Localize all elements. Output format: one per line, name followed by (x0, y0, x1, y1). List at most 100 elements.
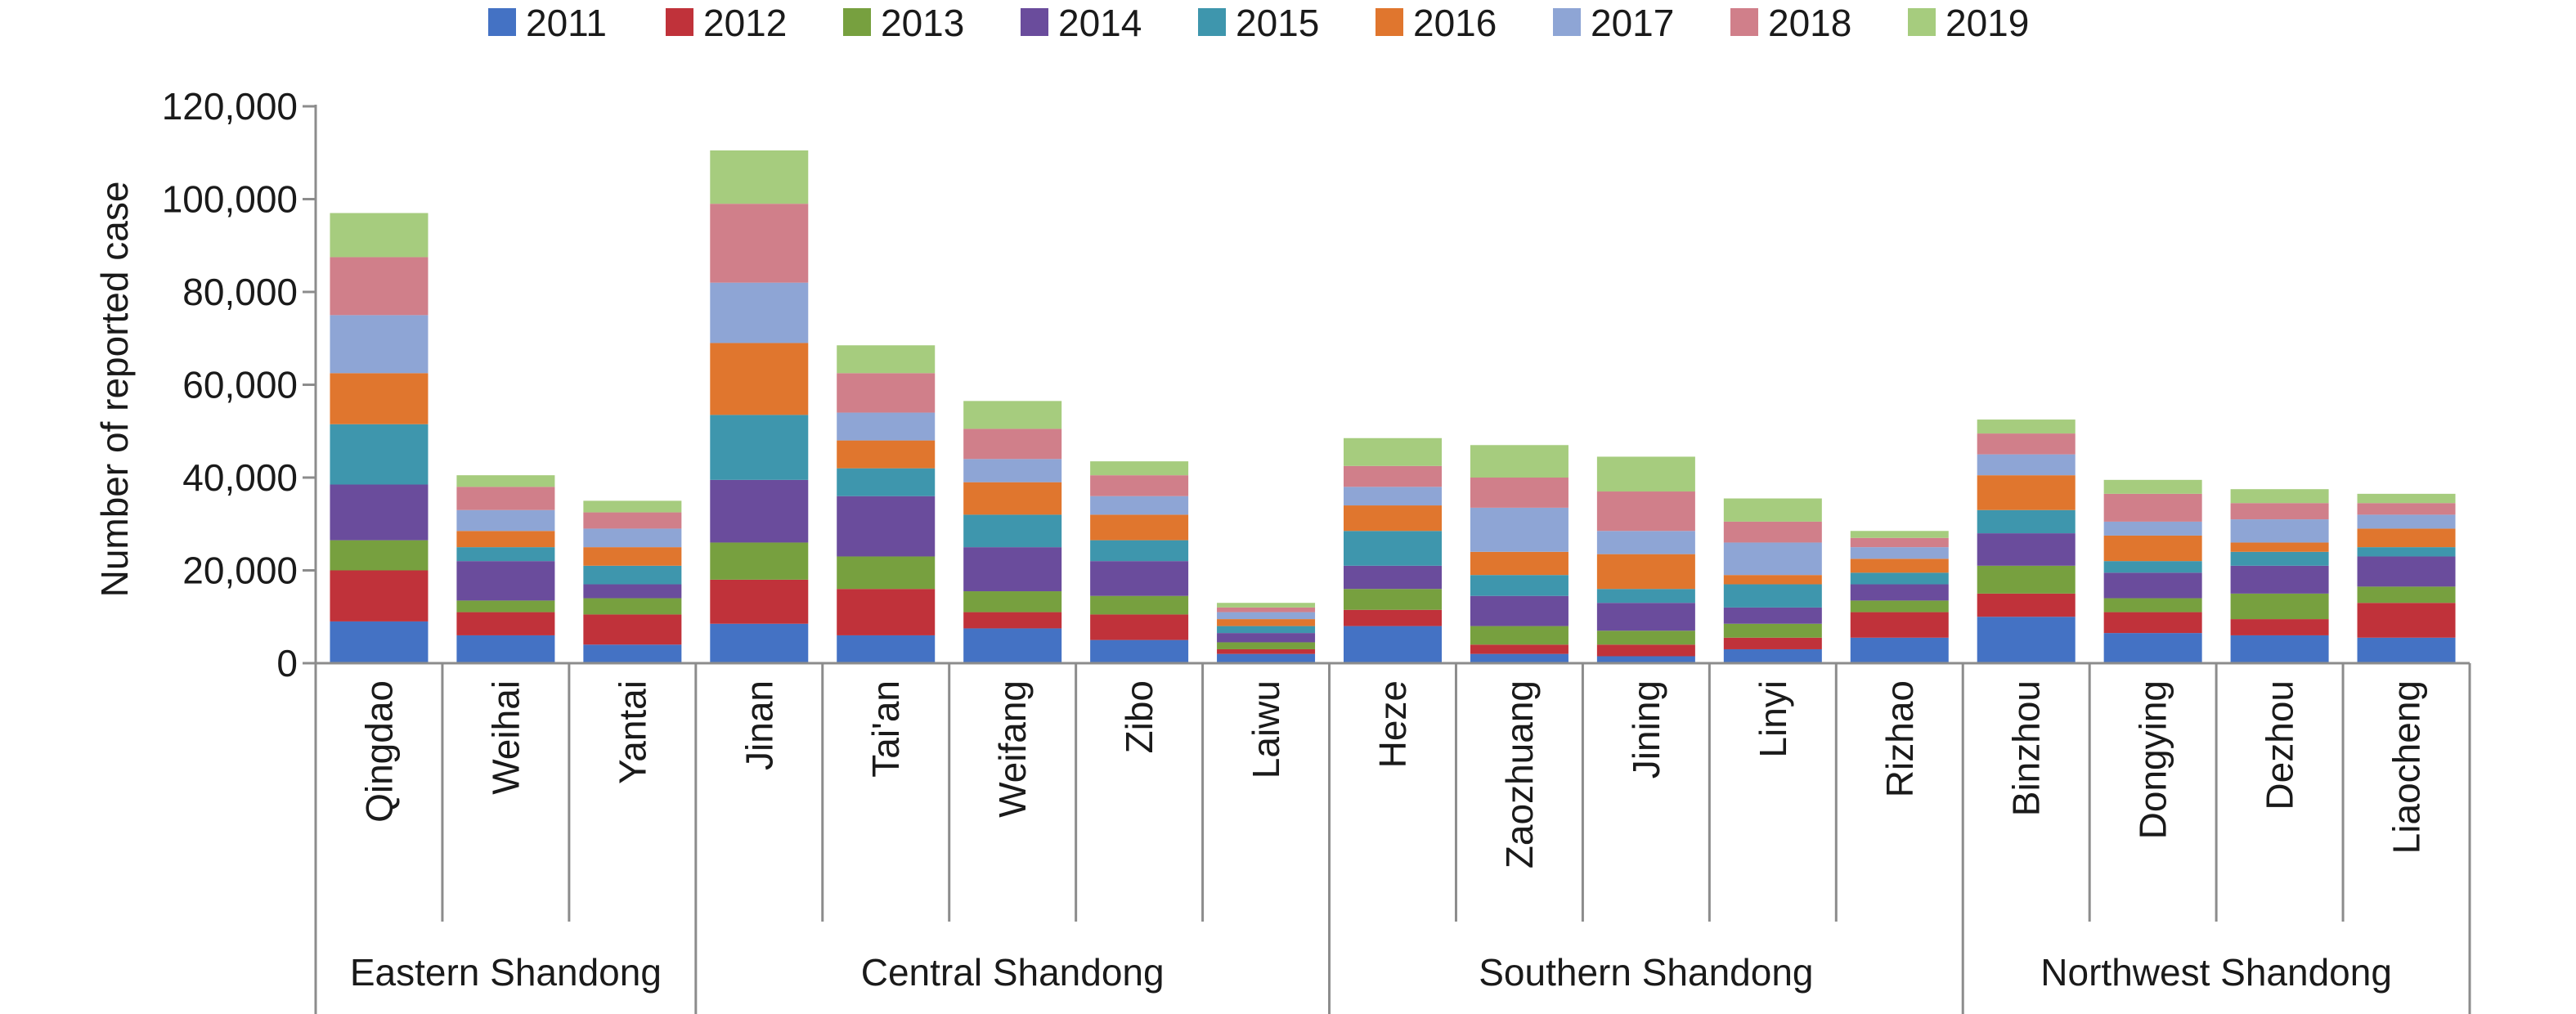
bar-segment-zibo-2019 (1090, 461, 1189, 476)
legend: 2011 2012 2013 2014 2015 2016 2017 2018 2019 (488, 2, 2029, 44)
bar-segment-zaozhuang-2019 (1470, 445, 1568, 478)
bar-segment-linyi-2011 (1723, 648, 1822, 663)
bar-segment-jinan-2015 (710, 415, 809, 480)
axes (303, 105, 2471, 1014)
bar-segment-zibo-2014 (1090, 561, 1189, 596)
bar-segment-dongying-2011 (2103, 633, 2202, 663)
category-label: Heze (1371, 680, 1414, 768)
bar-segment-dongying-2018 (2103, 493, 2202, 522)
bar-segment-rizhao-2014 (1850, 584, 1949, 601)
bar-segment-liaocheng-2015 (2357, 547, 2456, 557)
bar-segment-heze-2012 (1344, 609, 1442, 626)
bar-segment-weifang-2012 (963, 612, 1062, 629)
bar-segment-heze-2017 (1344, 487, 1442, 506)
bar-segment-binzhou-2013 (1977, 565, 2076, 594)
y-tick-label: 60,000 (182, 364, 298, 406)
bar-segment-heze-2016 (1344, 505, 1442, 532)
bar-segment-weihai-2011 (456, 635, 555, 663)
bar-segment-yantai-2015 (583, 565, 682, 585)
bar-segment-dezhou-2017 (2230, 519, 2329, 543)
legend-label-2014: 2014 (1058, 2, 1142, 44)
bar-segment-weifang-2011 (963, 628, 1062, 663)
bar-segment-yantai-2014 (583, 584, 682, 599)
group-label: Northwest Shandong (2040, 951, 2392, 994)
bar-segment-zaozhuang-2011 (1470, 653, 1568, 663)
bar-segment-heze-2015 (1344, 531, 1442, 566)
bar-segment-jinan-2012 (710, 579, 809, 624)
legend-swatch-2011 (488, 8, 516, 36)
category-labels: Qingdao Weihai Yantai Jinan Tai'an Weifang Zib… (357, 680, 2427, 868)
bar-segment-laiwu-2016 (1217, 619, 1316, 626)
bar-segment-qingdao-2019 (330, 213, 429, 258)
bar-segment-zibo-2012 (1090, 614, 1189, 640)
bar-segment-zaozhuang-2018 (1470, 478, 1568, 508)
category-label: Linyi (1752, 680, 1794, 758)
bar-segment-weihai-2015 (456, 547, 555, 562)
group-label: Southern Shandong (1479, 951, 1813, 994)
bar-segment-rizhao-2017 (1850, 547, 1949, 559)
bar-segment-yantai-2019 (583, 500, 682, 513)
y-tick-label: 120,000 (162, 85, 298, 128)
bar-segment-weihai-2013 (456, 600, 555, 612)
bar-segment-binzhou-2017 (1977, 454, 2076, 476)
bar-segment-laiwu-2019 (1217, 603, 1316, 608)
bar-segment-weifang-2015 (963, 514, 1062, 548)
bar-segment-linyi-2013 (1723, 623, 1822, 638)
bar-segment-zaozhuang-2016 (1470, 551, 1568, 576)
legend-label-2019: 2019 (1945, 2, 2029, 44)
category-label: Laiwu (1245, 680, 1287, 778)
bar-segment-taian-2015 (837, 468, 936, 496)
bar-segment-yantai-2017 (583, 528, 682, 548)
bar-segment-dongying-2015 (2103, 561, 2202, 573)
bar-segment-dongying-2017 (2103, 521, 2202, 536)
bar-segment-qingdao-2017 (330, 315, 429, 374)
bar-segment-heze-2018 (1344, 465, 1442, 487)
bar-segment-linyi-2016 (1723, 575, 1822, 585)
bar-segment-binzhou-2015 (1977, 509, 2076, 534)
bar-segment-binzhou-2018 (1977, 433, 2076, 455)
y-tick-label: 80,000 (182, 271, 298, 313)
bar-segment-dezhou-2015 (2230, 551, 2329, 566)
legend-label-2015: 2015 (1236, 2, 1319, 44)
bar-segment-rizhao-2019 (1850, 531, 1949, 538)
legend-swatch-2013 (843, 8, 871, 36)
bar-segment-jining-2018 (1596, 491, 1695, 532)
legend-swatch-2016 (1376, 8, 1403, 36)
bar-segment-dezhou-2019 (2230, 489, 2329, 504)
bar-segment-jining-2016 (1596, 554, 1695, 590)
category-label: Liaocheng (2385, 680, 2428, 854)
category-label: Binzhou (2005, 680, 2048, 816)
bar-segment-qingdao-2018 (330, 257, 429, 316)
bar-segment-weihai-2019 (456, 475, 555, 487)
bar-segment-zibo-2015 (1090, 540, 1189, 562)
y-axis-title: Number of reported case (93, 182, 136, 598)
bar-segment-laiwu-2013 (1217, 642, 1316, 649)
group-label: Eastern Shandong (350, 951, 662, 994)
bar-segment-weihai-2018 (456, 487, 555, 510)
category-label: Rizhao (1878, 680, 1921, 797)
category-label: Qingdao (357, 680, 400, 823)
bar-segment-zibo-2017 (1090, 496, 1189, 515)
bar-segment-rizhao-2013 (1850, 600, 1949, 612)
y-tick-label: 100,000 (162, 178, 298, 221)
legend-label-2011: 2011 (526, 2, 607, 44)
legend-swatch-2015 (1198, 8, 1226, 36)
bar-segment-qingdao-2013 (330, 540, 429, 571)
bar-segment-jining-2012 (1596, 644, 1695, 657)
category-label: Jining (1625, 680, 1667, 778)
bar-segment-weifang-2018 (963, 428, 1062, 460)
bar-segment-dongying-2016 (2103, 535, 2202, 562)
legend-label-2018: 2018 (1768, 2, 1851, 44)
bar-segment-liaocheng-2016 (2357, 528, 2456, 548)
bar-segment-linyi-2015 (1723, 584, 1822, 608)
legend-label-2012: 2012 (703, 2, 787, 44)
bar-segment-dezhou-2018 (2230, 503, 2329, 520)
bar-segment-weifang-2016 (963, 482, 1062, 515)
bar-segment-dongying-2012 (2103, 612, 2202, 634)
bar-segment-linyi-2017 (1723, 542, 1822, 576)
bar-segment-heze-2011 (1344, 626, 1442, 663)
bar-segment-linyi-2012 (1723, 637, 1822, 649)
bar-segment-heze-2019 (1344, 437, 1442, 466)
bar-segment-laiwu-2012 (1217, 648, 1316, 654)
